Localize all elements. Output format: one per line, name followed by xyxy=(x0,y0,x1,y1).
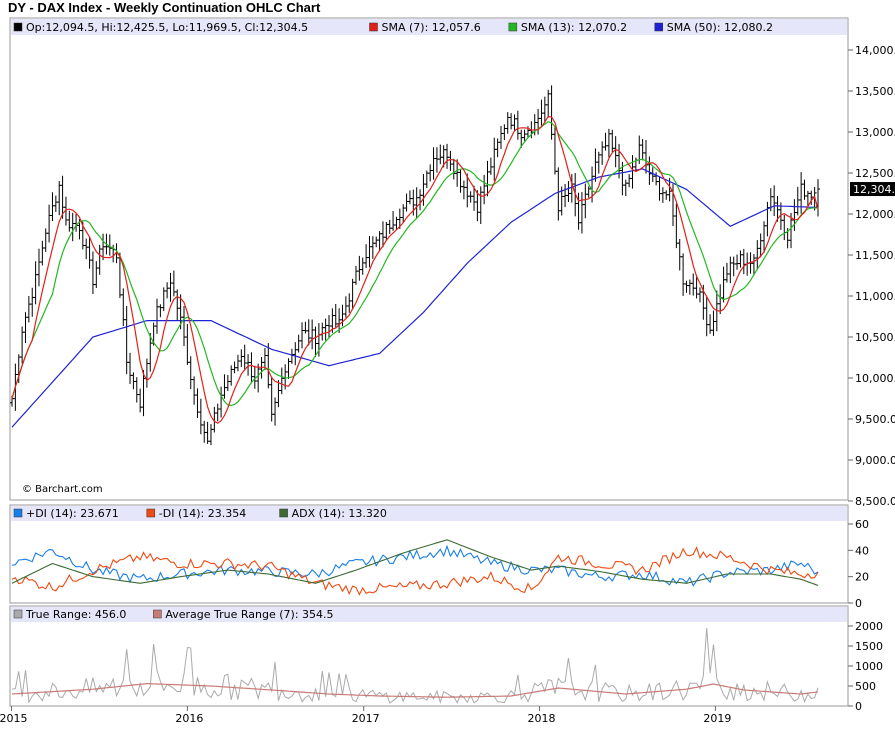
y-tick-label: 14,000.0 xyxy=(855,44,895,57)
legend-text: Average True Range (7): 354.5 xyxy=(165,608,333,621)
y-tick-label: 2000 xyxy=(855,620,883,633)
tr-series xyxy=(11,627,819,704)
y-tick-label: 13,000.0 xyxy=(855,126,895,139)
price-axis: 8,500.0 9,000.0 9,500.0 10,000.0 10,500.0 11,… xyxy=(848,44,895,508)
y-tick-label: 500 xyxy=(855,680,876,693)
y-tick-label: 0 xyxy=(855,700,862,713)
minus-di-line xyxy=(11,546,819,596)
adx-series xyxy=(11,539,819,596)
y-tick-label: 11,500.0 xyxy=(855,249,895,262)
legend-text: -DI (14): 23.354 xyxy=(159,507,246,520)
x-axis: 2015 2016 2017 2018 2019 xyxy=(0,706,731,725)
legend-swatch xyxy=(369,22,378,32)
price-panel: Op:12,094.5, Hi:12,425.5, Lo:11,969.5, C… xyxy=(9,17,895,508)
legend-swatch xyxy=(508,22,518,32)
y-tick-label: 12,000.0 xyxy=(855,208,895,221)
plus-di-line xyxy=(11,544,819,587)
legend-swatch xyxy=(279,508,288,518)
tr-panel: True Range: 456.0 Average True Range (7):… xyxy=(9,605,883,713)
y-tick-label: 9,000.0 xyxy=(855,454,895,467)
sma13-line xyxy=(11,121,819,407)
price-panel-frame xyxy=(9,17,849,501)
y-tick-label: 0 xyxy=(855,597,862,610)
y-tick-label: 10,500.0 xyxy=(855,331,895,344)
y-tick-label: 1000 xyxy=(855,660,883,673)
x-tick-label: 2018 xyxy=(528,712,556,725)
legend-text: SMA (13): 12,070.2 xyxy=(521,21,627,34)
sma50-line xyxy=(11,168,819,428)
tr-legend: True Range: 456.0 Average True Range (7):… xyxy=(13,608,334,621)
y-tick-label: 11,000.0 xyxy=(855,290,895,303)
x-tick-label: 2016 xyxy=(175,712,203,725)
legend-swatch xyxy=(13,22,23,32)
price-series xyxy=(10,85,820,446)
legend-swatch xyxy=(13,609,23,619)
legend-swatch xyxy=(13,508,23,518)
chart-title: DY - DAX Index - Weekly Continuation OHL… xyxy=(8,0,321,15)
adx-legend: +DI (14): 23.671 -DI (14): 23.354 ADX (14)… xyxy=(13,507,387,520)
adx-axis: 0 20 40 60 xyxy=(848,518,869,610)
adx-legend-bar xyxy=(11,506,847,521)
x-tick-label: 2015 xyxy=(0,712,28,725)
legend-text: Op:12,094.5, Hi:12,425.5, Lo:11,969.5, C… xyxy=(26,21,308,34)
legend-swatch xyxy=(153,609,162,619)
y-tick-label: 9,500.0 xyxy=(855,413,895,426)
watermark: © Barchart.com xyxy=(22,484,103,495)
tr-legend-bar xyxy=(11,607,847,622)
legend-swatch xyxy=(654,22,663,32)
price-legend: Op:12,094.5, Hi:12,425.5, Lo:11,969.5, C… xyxy=(13,21,773,34)
x-tick-label: 2019 xyxy=(703,712,731,725)
y-tick-label: 20 xyxy=(855,571,869,584)
legend-swatch xyxy=(146,508,156,518)
y-tick-label: 8,500.0 xyxy=(855,495,895,508)
legend-text: SMA (7): 12,057.6 xyxy=(382,21,481,34)
y-tick-label: 1500 xyxy=(855,640,883,653)
y-tick-label: 10,000.0 xyxy=(855,372,895,385)
price-legend-bar xyxy=(11,19,847,35)
y-tick-label: 12,500.0 xyxy=(855,167,895,180)
last-price-label: 12,304.5 xyxy=(853,183,895,196)
sma7-line xyxy=(11,115,819,424)
y-tick-label: 13,500.0 xyxy=(855,85,895,98)
y-tick-label: 40 xyxy=(855,544,869,557)
atr-line xyxy=(11,682,819,698)
tr-axis: 0 500 1000 1500 2000 xyxy=(848,620,883,713)
last-price-box xyxy=(850,182,895,197)
legend-text: SMA (50): 12,080.2 xyxy=(667,21,773,34)
adx-line xyxy=(11,539,819,587)
x-tick-label: 2017 xyxy=(352,712,380,725)
legend-text: True Range: 456.0 xyxy=(25,608,126,621)
legend-text: ADX (14): 13.320 xyxy=(292,507,387,520)
legend-text: +DI (14): 23.671 xyxy=(26,507,119,520)
y-tick-label: 60 xyxy=(855,518,869,531)
adx-panel: +DI (14): 23.671 -DI (14): 23.354 ADX (14)… xyxy=(9,504,869,610)
